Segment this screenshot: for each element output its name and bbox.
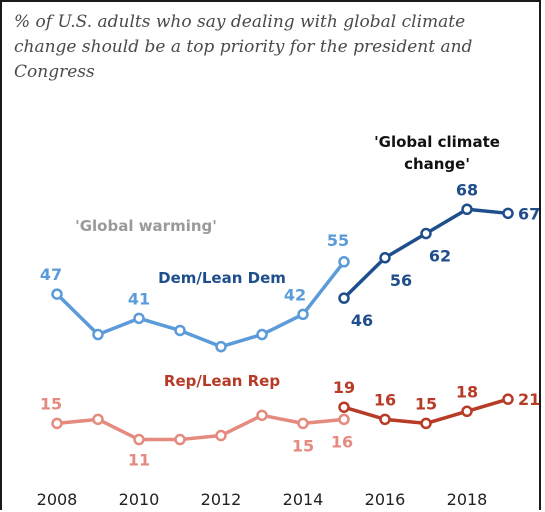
annotation-global-climate-change-line2: change': [404, 155, 470, 173]
data-point: [215, 429, 227, 442]
data-point: [420, 227, 432, 240]
data-point: [133, 433, 145, 446]
data-label: 16: [331, 432, 353, 451]
data-label: 42: [284, 285, 306, 304]
data-point: [297, 417, 309, 430]
data-point: [502, 393, 514, 405]
data-label: 46: [351, 311, 373, 330]
series-label-dem: Dem/Lean Dem: [158, 269, 286, 287]
data-point: [379, 252, 391, 264]
data-point: [92, 413, 104, 426]
data-point: [51, 417, 63, 430]
x-tick-label: 2008: [37, 490, 78, 509]
data-point: [338, 256, 350, 268]
data-label: 47: [40, 265, 62, 284]
data-label: 11: [128, 451, 150, 470]
annotation-global-warming: 'Global warming': [75, 217, 217, 235]
data-point: [502, 207, 514, 220]
series-line: [55, 413, 346, 442]
x-tick-label: 2016: [365, 490, 406, 509]
data-label: 16: [374, 390, 396, 409]
series-line: [55, 260, 346, 349]
data-label: 15: [292, 436, 314, 455]
data-label: 21: [518, 390, 540, 409]
x-tick-label: 2010: [119, 490, 160, 509]
x-tick-label: 2014: [283, 490, 324, 509]
data-label: 15: [415, 394, 437, 413]
data-label: 56: [390, 271, 412, 290]
data-point: [379, 413, 391, 426]
data-label: 41: [128, 289, 150, 308]
data-point: [338, 413, 350, 426]
data-label: 62: [429, 247, 451, 266]
data-label: 55: [327, 231, 349, 250]
data-point: [256, 328, 268, 341]
data-point: [297, 308, 309, 321]
x-tick-label: 2018: [447, 490, 488, 509]
data-point: [174, 433, 186, 446]
data-label: 68: [456, 180, 478, 199]
data-point: [461, 405, 473, 418]
data-point: [420, 417, 432, 430]
series-label-rep: Rep/Lean Rep: [164, 372, 280, 390]
data-label: 67: [518, 204, 540, 223]
data-label: 18: [456, 382, 478, 401]
data-point: [174, 324, 186, 337]
data-point: [92, 328, 104, 341]
annotation-global-climate-change-line1: 'Global climate: [374, 133, 500, 151]
data-point: [51, 288, 63, 300]
data-point: [256, 409, 268, 422]
series-line: [342, 207, 510, 300]
chart-title: % of U.S. adults who say dealing with gl…: [14, 12, 473, 82]
data-point: [215, 340, 227, 353]
data-point: [338, 292, 350, 304]
x-tick-label: 2012: [201, 490, 242, 509]
data-label: 19: [333, 378, 355, 397]
data-point: [338, 401, 350, 413]
data-point: [461, 203, 473, 216]
data-point: [133, 312, 145, 325]
data-label: 15: [40, 394, 62, 413]
